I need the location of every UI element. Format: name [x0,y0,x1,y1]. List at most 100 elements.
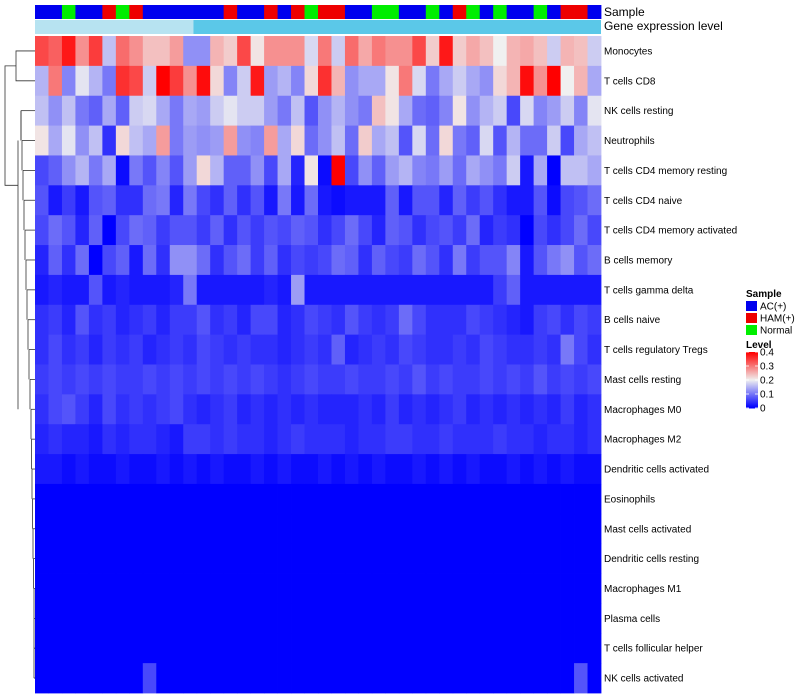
heatmap-cell [425,155,440,186]
heatmap-cell [385,155,400,186]
heatmap-cell [48,274,63,306]
heatmap-cell [102,424,117,455]
heatmap-cell [264,424,278,455]
heatmap-cells [35,36,602,694]
heatmap-cell [196,155,211,186]
heatmap-cell [277,36,292,67]
row-label: T cells CD4 memory resting [604,166,727,177]
legend-gradient-step [746,404,758,406]
row-label: NK cells resting [604,106,673,117]
heatmap-cell [102,334,117,365]
heatmap-cell [412,573,427,604]
heatmap-cell [75,304,90,336]
heatmap-cell [533,95,548,126]
sample-annotation-cell [331,5,346,19]
heatmap-cell [493,274,508,306]
heatmap-cell [210,215,225,246]
heatmap-cell [506,185,521,216]
heatmap-cell [318,215,332,246]
heatmap-cell [142,185,157,216]
heatmap-cell [574,245,588,276]
heatmap-cell [412,155,427,186]
heatmap-cell [587,454,602,485]
legend-sample: Sample AC(+)HAM(+)Normal [746,289,795,337]
heatmap-cell [210,573,225,604]
heatmap-cell [466,364,481,395]
heatmap-cell [156,513,171,545]
heatmap-cell [466,454,481,485]
heatmap-cell [264,364,278,395]
heatmap-cell [223,185,238,216]
heatmap-cell [115,65,130,97]
heatmap-cell [547,304,561,336]
row-label: Macrophages M1 [604,584,682,595]
legend-sample-title: Sample [746,289,782,300]
heatmap-cell [48,483,63,515]
heatmap-cell [371,543,386,574]
sample-annotation-cell [196,5,211,19]
heatmap-cell [264,36,278,67]
heatmap-cell [142,65,157,97]
heatmap-cell [533,483,548,515]
heatmap-cell [533,215,548,246]
heatmap-cell [439,633,454,664]
legend-gradient-step [746,392,758,394]
row-label: Eosinophils [604,494,655,505]
heatmap-cell [547,543,561,574]
heatmap-cell [439,454,454,485]
heatmap-cell [102,125,117,156]
heatmap-cell [48,543,63,574]
heatmap-cell [48,364,63,395]
heatmap-cell [520,274,535,306]
heatmap-cell [560,215,575,246]
dendrogram-branch [15,50,35,82]
row-label: Macrophages M0 [604,405,682,416]
heatmap-cell [412,36,427,67]
heatmap-cell [493,364,508,395]
heatmap-cell [115,185,130,216]
heatmap-cell [493,573,508,604]
heatmap-cell [520,424,535,455]
heatmap-cell [466,36,481,67]
heatmap-cell [102,394,117,425]
heatmap-cell [344,543,359,574]
heatmap-cell [533,543,548,574]
heatmap-cell [560,125,575,156]
heatmap-cell [169,245,184,276]
heatmap-cell [61,663,76,694]
heatmap-cell [156,364,171,395]
legend-gradient-step [746,395,758,397]
heatmap-cell [250,274,265,306]
heatmap-cell [547,603,561,634]
heatmap-cell [318,155,332,186]
heatmap-cell [331,663,346,694]
heatmap-cell [156,274,171,306]
heatmap-cell [210,304,225,336]
heatmap-cell [344,304,359,336]
heatmap-cell [466,155,481,186]
row-label: T cells CD4 memory activated [604,226,737,237]
sample-annotation-cell [250,5,265,19]
heatmap-cell [466,424,481,455]
heatmap-cell [237,364,252,395]
legend-gradient-step [746,401,758,403]
heatmap-cell [466,543,481,574]
heatmap-cell [371,394,386,425]
heatmap-cell [371,334,386,365]
heatmap-cell [183,573,198,604]
heatmap-cell [264,633,278,664]
heatmap-cell [425,633,440,664]
heatmap-cell [574,364,588,395]
heatmap-cell [533,424,548,455]
heatmap-cell [277,304,292,336]
heatmap-cell [264,185,278,216]
heatmap-cell [88,573,103,604]
heatmap-cell [398,513,413,545]
heatmap-cell [358,394,373,425]
heatmap-cell [574,125,588,156]
heatmap-cell [196,364,211,395]
heatmap-cell [439,543,454,574]
heatmap-cell [574,215,588,246]
heatmap-cell [493,155,508,186]
heatmap-cell [264,95,278,126]
